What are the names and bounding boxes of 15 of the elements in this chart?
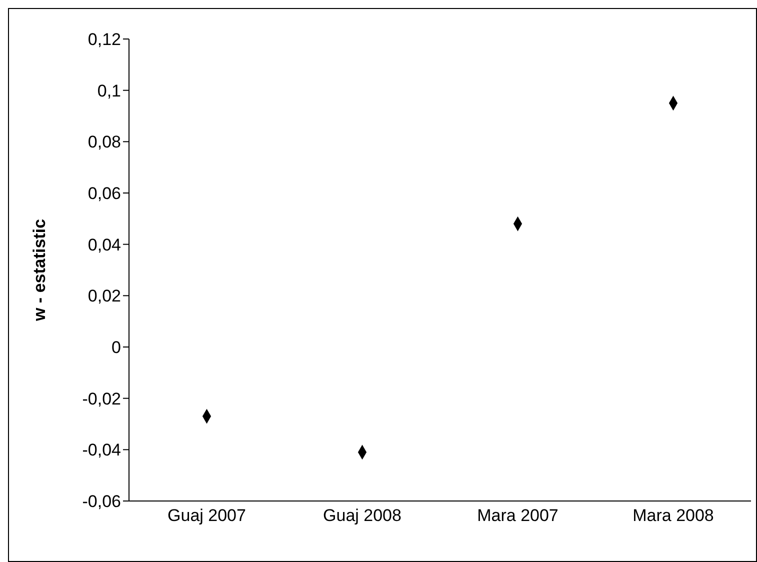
y-tick-label: 0,12	[88, 30, 121, 50]
y-tick-label: 0,08	[88, 132, 121, 152]
y-tick-label: -0,02	[82, 389, 121, 408]
y-tick-label: 0	[112, 338, 121, 358]
x-tick-label: Mara 2008	[632, 506, 714, 526]
y-tick-label: 0,1	[97, 81, 121, 100]
x-tick-label: Guaj 2007	[168, 506, 246, 526]
x-tick-label: Guaj 2008	[323, 506, 402, 526]
y-tick-label: -0,06	[82, 492, 121, 512]
y-tick-label: 0,04	[88, 235, 121, 254]
y-axis-title: w - estatistic	[30, 218, 50, 322]
y-tick-label: -0,04	[82, 440, 121, 460]
y-tick-label: 0,02	[88, 286, 121, 306]
x-tick-label: Mara 2007	[477, 506, 558, 526]
y-tick-label: 0,06	[88, 184, 121, 204]
